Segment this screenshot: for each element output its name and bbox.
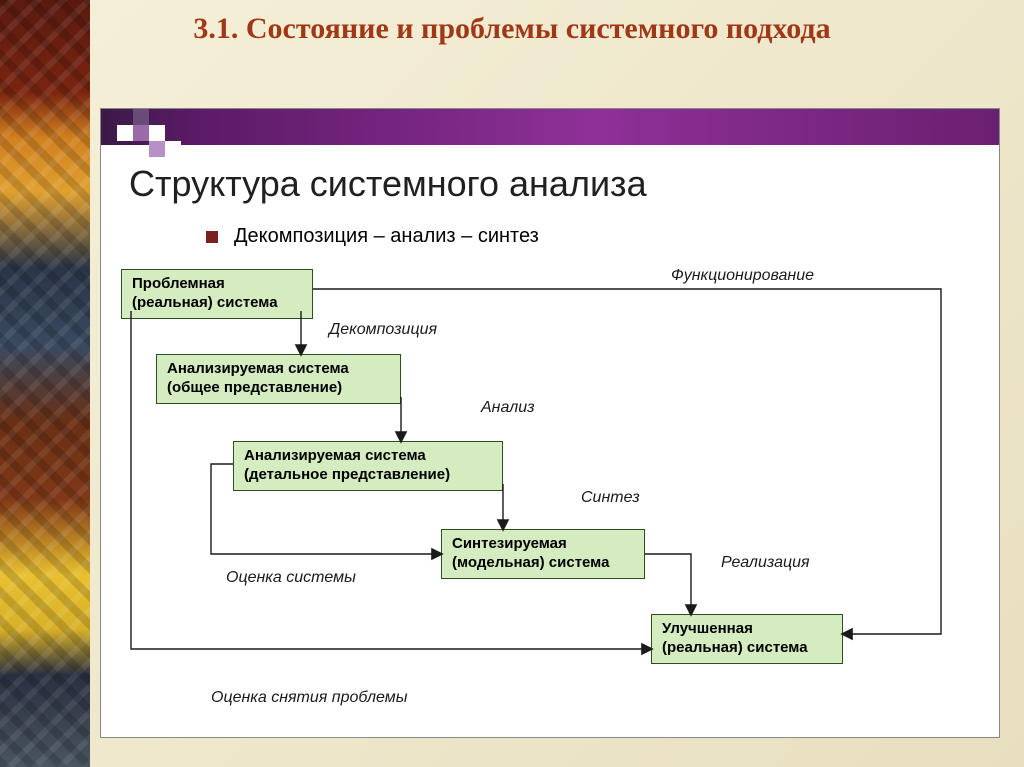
deco-square: [149, 125, 165, 141]
slide-title: 3.1. Состояние и проблемы системного под…: [0, 0, 1024, 46]
bullet-row: Декомпозиция – анализ – синтез: [206, 225, 539, 248]
flowchart-node: Улучшенная(реальная) система: [651, 614, 843, 664]
edge-label: Анализ: [481, 399, 535, 417]
flowchart-node: Проблемная(реальная) система: [121, 269, 313, 319]
deco-square: [133, 109, 149, 125]
panel-header-bar: [101, 109, 999, 145]
flowchart-arrow: [645, 554, 691, 614]
edge-label: Декомпозиция: [329, 321, 437, 339]
edge-label: Функционирование: [671, 267, 814, 285]
edge-label: Оценка системы: [226, 569, 356, 587]
bullet-icon: [206, 231, 218, 243]
flowchart-node: Анализируемая система(детальное представ…: [233, 441, 503, 491]
edge-label: Реализация: [721, 554, 810, 572]
deco-square: [117, 125, 133, 141]
bullet-text: Декомпозиция – анализ – синтез: [234, 225, 539, 248]
edge-label: Оценка снятия проблемы: [211, 689, 408, 707]
panel-title: Структура системного анализа: [129, 163, 647, 205]
flowchart-node: Анализируемая система(общее представлени…: [156, 354, 401, 404]
diagram-panel: Структура системного анализа Декомпозици…: [100, 108, 1000, 738]
deco-square: [149, 141, 165, 157]
deco-square: [133, 125, 149, 141]
deco-square: [165, 141, 181, 157]
edge-label: Синтез: [581, 489, 640, 507]
flowchart-node: Синтезируемая(модельная) система: [441, 529, 645, 579]
